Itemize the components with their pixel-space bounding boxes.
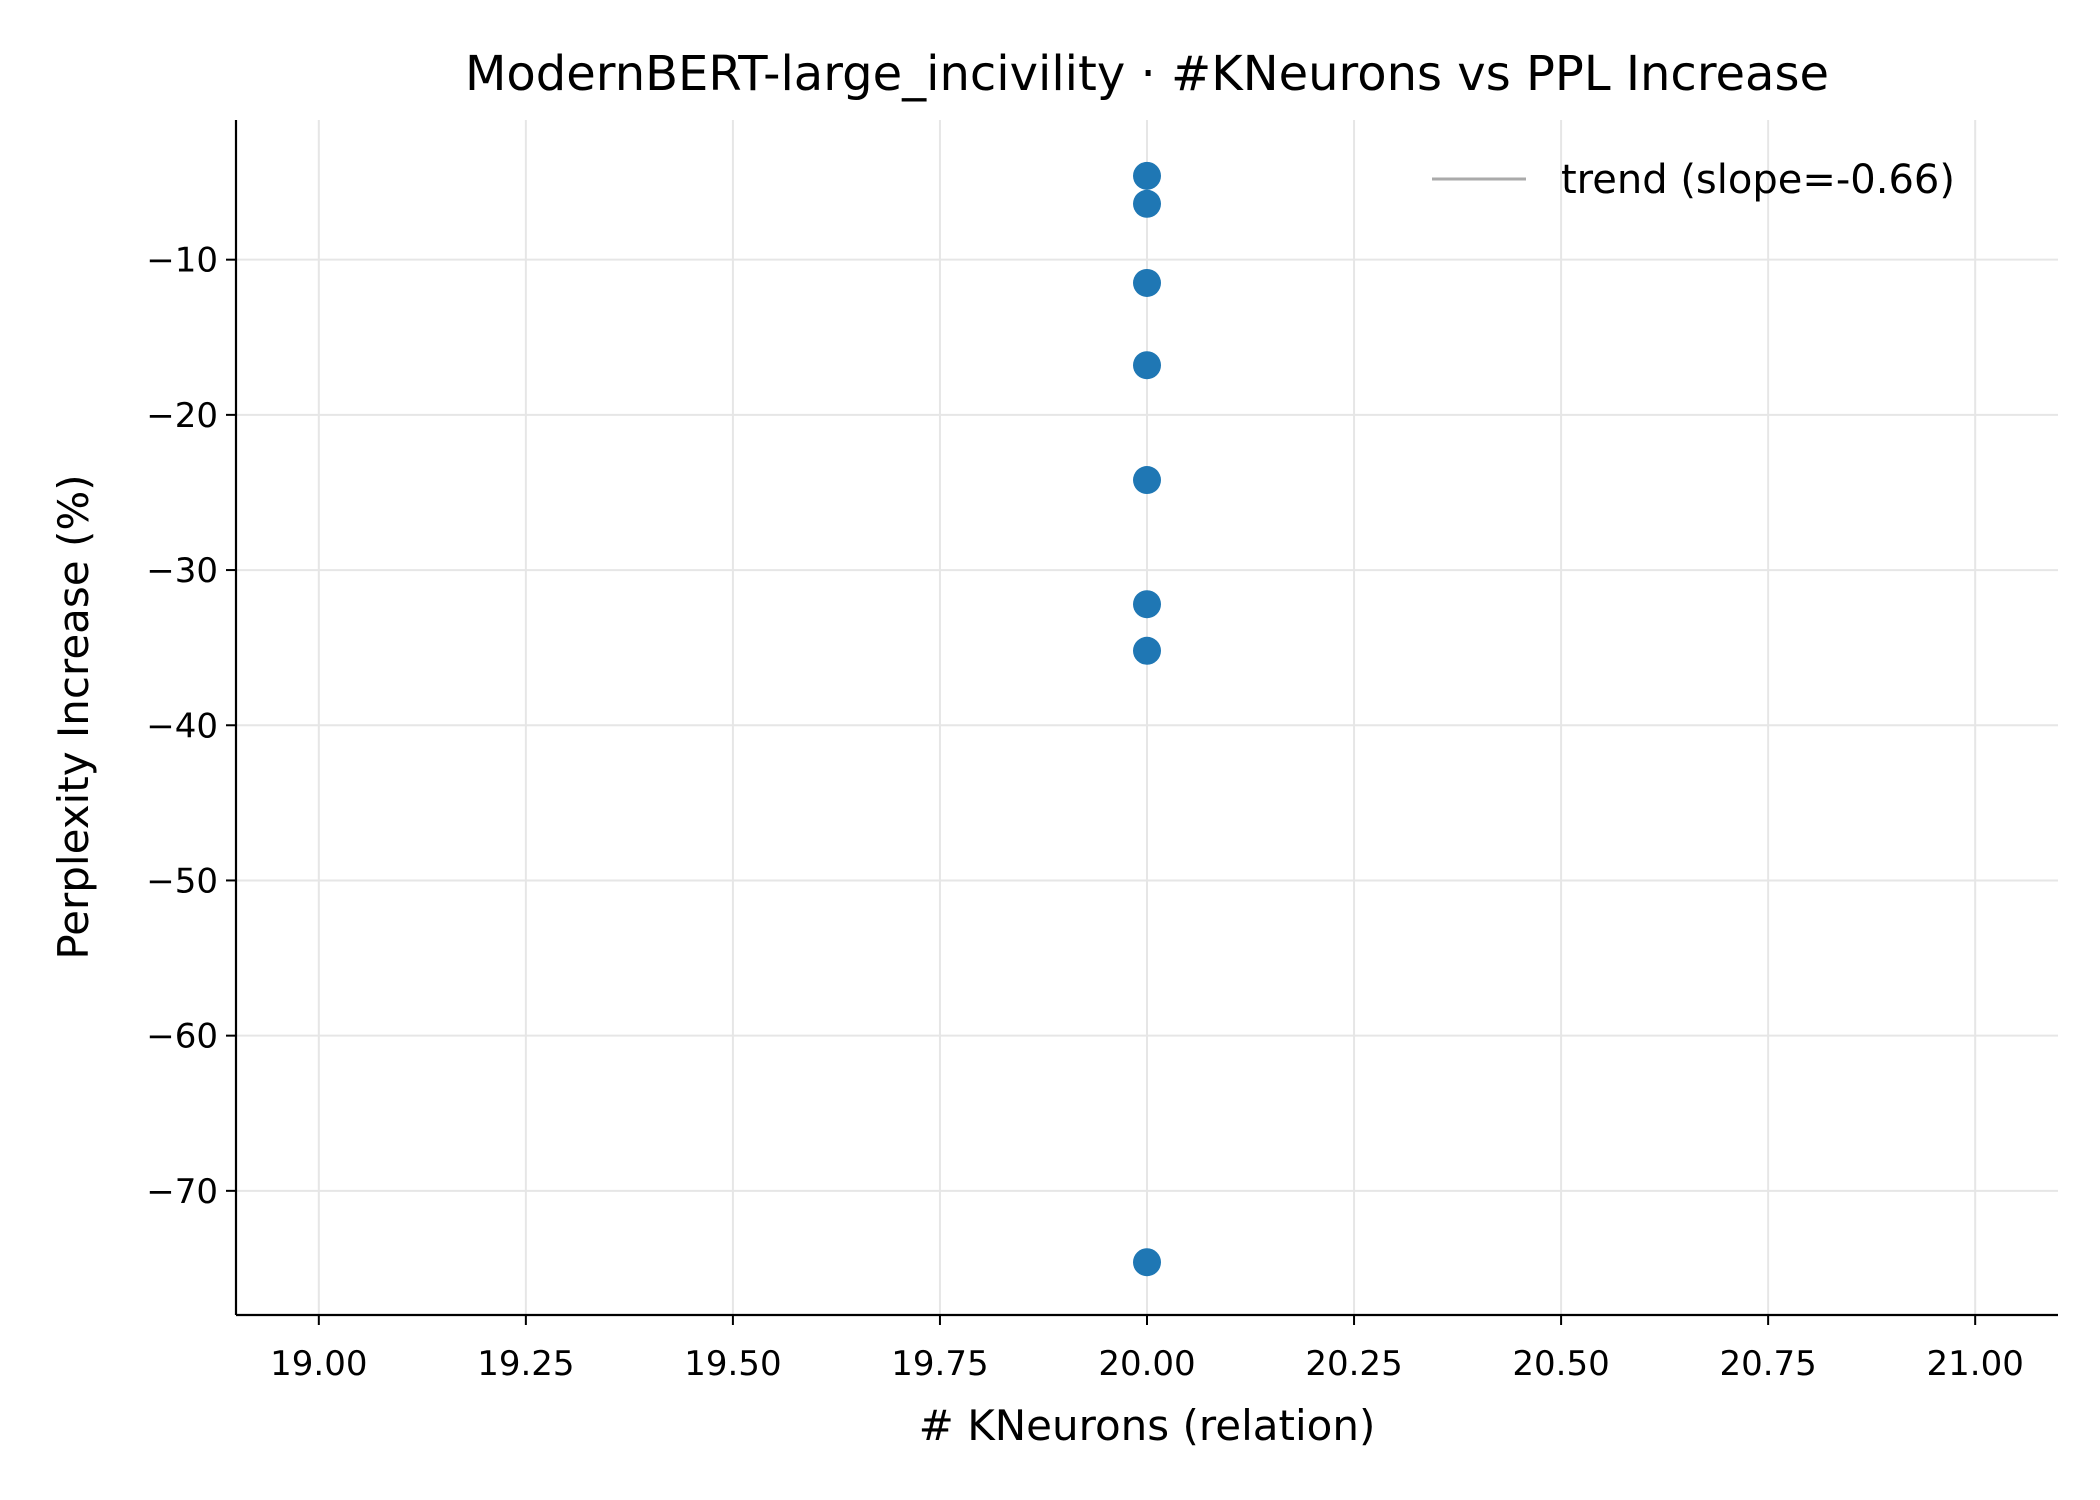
x-tick-label: 20.75 — [1719, 1344, 1816, 1384]
y-tick-label: −10 — [146, 241, 218, 281]
legend: trend (slope=-0.66) — [1432, 157, 1955, 203]
x-tick-label: 19.25 — [477, 1344, 574, 1384]
y-tick-label: −60 — [146, 1017, 218, 1057]
x-tick-label: 21.00 — [1927, 1344, 2024, 1384]
x-axis-label: # KNeurons (relation) — [919, 1401, 1376, 1450]
grid-lines — [236, 120, 2058, 1315]
x-tick-label: 19.75 — [891, 1344, 988, 1384]
legend-trend-label: trend (slope=-0.66) — [1561, 157, 1955, 203]
scatter-point — [1133, 161, 1161, 190]
scatter-point — [1133, 351, 1161, 380]
scatter-point — [1133, 590, 1161, 619]
y-tick-label: −50 — [146, 861, 218, 901]
x-tick-label: 19.50 — [684, 1344, 781, 1384]
y-tick-label: −40 — [146, 706, 218, 746]
x-tick-label: 20.25 — [1305, 1344, 1402, 1384]
y-tick-label: −20 — [146, 396, 218, 436]
scatter-point — [1133, 268, 1161, 297]
chart-title: ModernBERT-large_incivility · #KNeurons … — [465, 46, 1829, 102]
tick-labels: 19.00 19.25 19.50 19.75 20.00 20.25 20.50 20.75… — [146, 241, 2024, 1384]
scatter-point — [1133, 466, 1161, 495]
scatter-point — [1133, 189, 1161, 218]
y-tick-label: −30 — [146, 551, 218, 591]
tick-marks — [226, 258, 1977, 1325]
y-axis-label: Perplexity Increase (%) — [49, 474, 98, 959]
x-tick-label: 20.00 — [1098, 1344, 1195, 1384]
scatter-point — [1133, 636, 1161, 665]
y-tick-label: −70 — [146, 1172, 218, 1212]
x-tick-label: 20.50 — [1512, 1344, 1609, 1384]
scatter-points — [1133, 161, 1161, 1277]
scatter-point — [1133, 1248, 1161, 1277]
x-tick-label: 19.00 — [270, 1344, 367, 1384]
